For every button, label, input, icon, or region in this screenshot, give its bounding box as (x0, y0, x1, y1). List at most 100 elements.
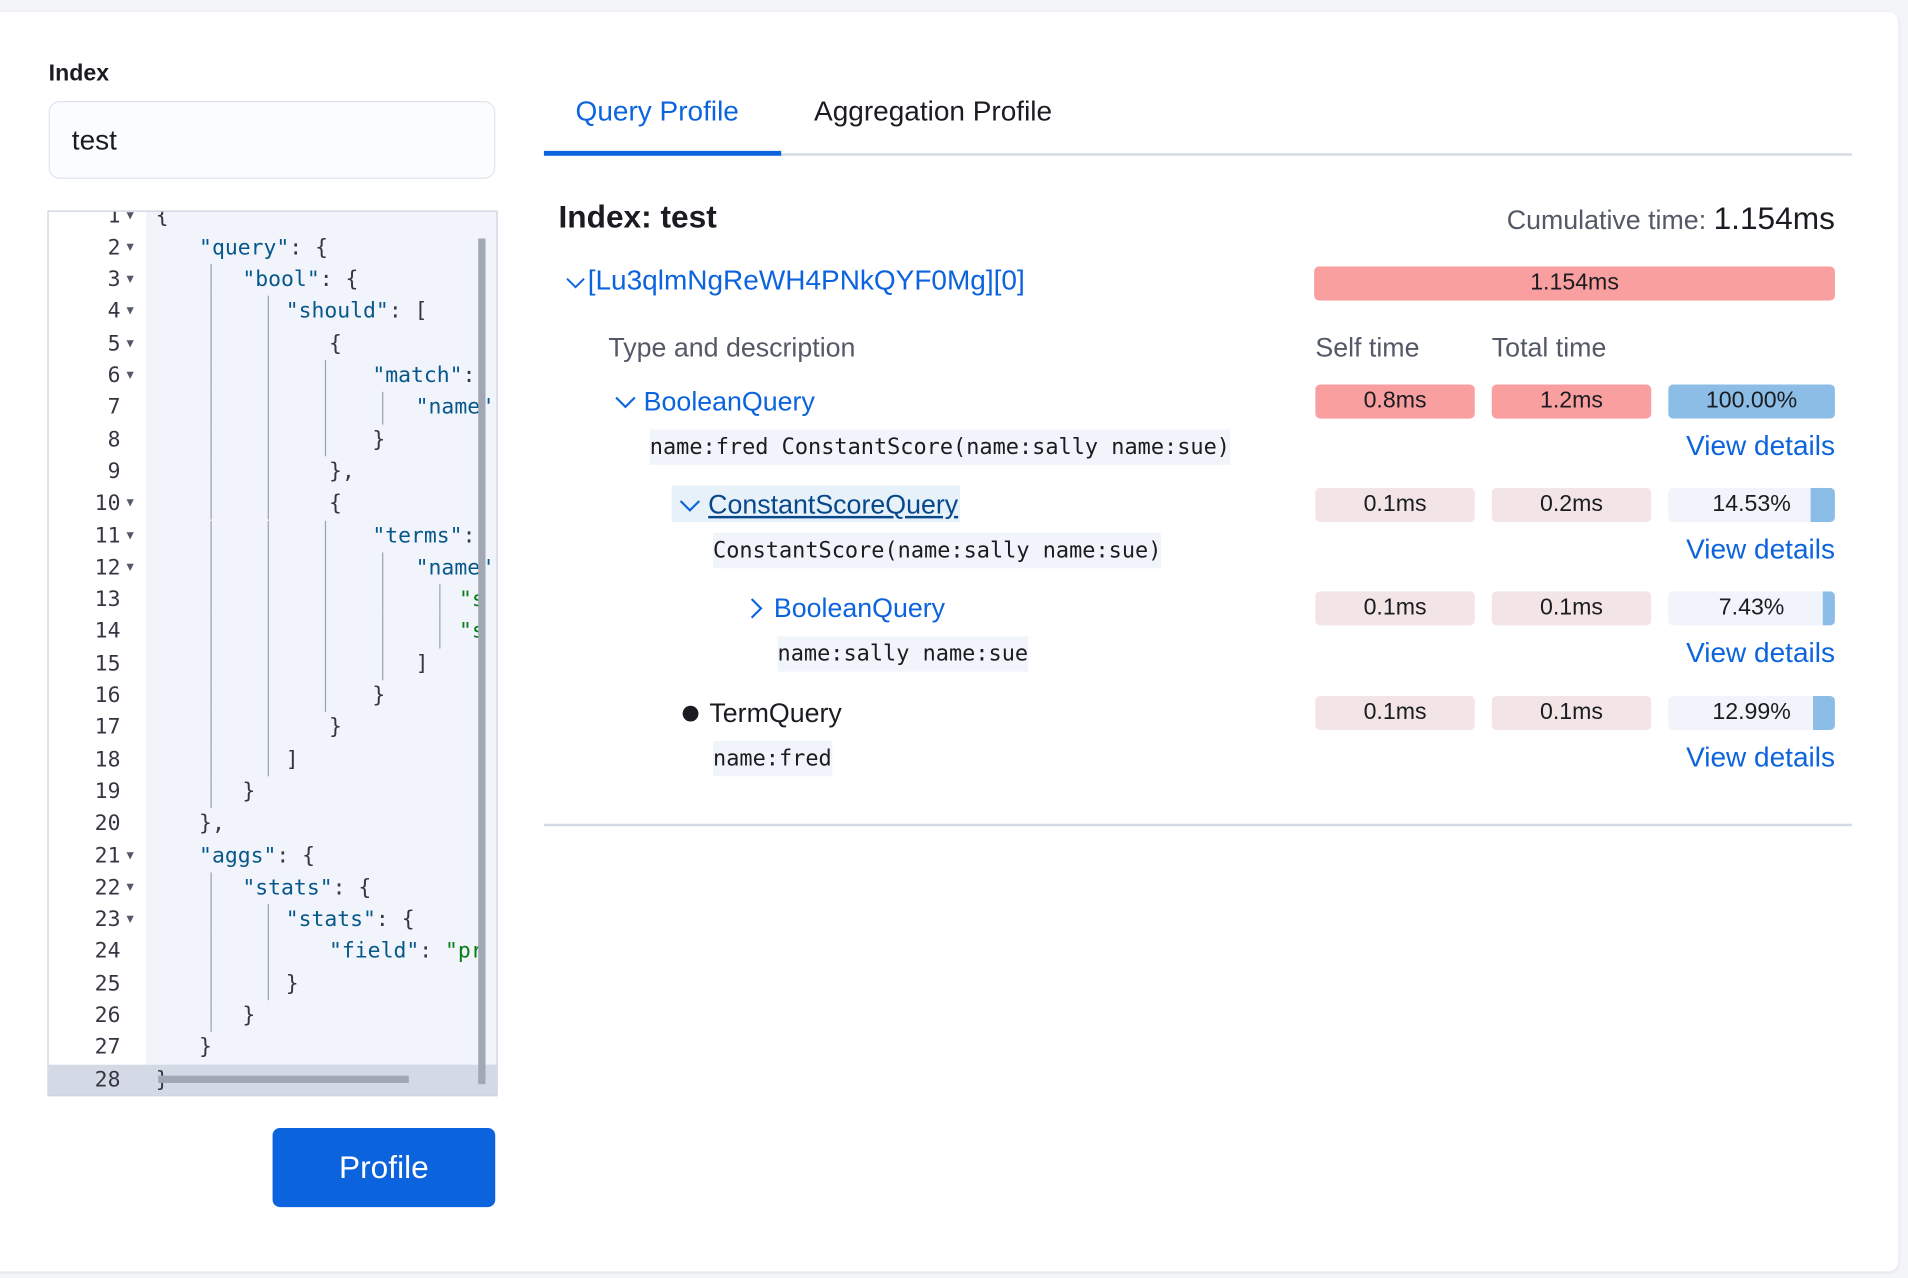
query-node-toggle[interactable]: BooleanQuery (607, 382, 815, 419)
query-editor[interactable]: 1 ▼ {2 ▼ "query": { 3 ▼ "bool": { 4 ▼ "should": [5… (47, 210, 498, 1097)
indent-guide (439, 584, 441, 617)
indent-guide (267, 488, 269, 521)
chevron-down-icon (679, 500, 701, 513)
indent-guide (267, 392, 269, 425)
editor-line[interactable]: 4 ▼ "should": [ (49, 296, 497, 329)
fold-caret-icon[interactable]: ▼ (126, 304, 134, 319)
fold-caret-icon[interactable]: ▼ (126, 496, 134, 511)
fold-caret-icon[interactable]: ▼ (126, 880, 134, 895)
fold-caret-icon[interactable]: ▼ (126, 210, 134, 223)
editor-vertical-scrollbar[interactable] (478, 238, 486, 1085)
code-text: "stats": { (285, 907, 415, 933)
fold-caret-icon[interactable]: ▼ (126, 368, 134, 383)
total-time-cell: 0.1ms (1491, 696, 1652, 731)
editor-line[interactable]: 6 ▼ "match": (49, 360, 497, 393)
view-details-link[interactable]: View details (1686, 429, 1835, 462)
header-type-description: Type and description (608, 332, 856, 363)
fold-caret-icon[interactable]: ▼ (126, 912, 134, 927)
query-type-name[interactable]: ConstantScoreQuery (708, 489, 959, 520)
indent-guide (382, 648, 384, 681)
fold-caret-icon[interactable]: ▼ (126, 336, 134, 351)
fold-caret-icon[interactable]: ▼ (126, 528, 134, 543)
editor-line[interactable]: 16} (49, 680, 497, 713)
line-number: 13 (94, 587, 121, 613)
indent-guide (210, 552, 212, 585)
indent-guide (267, 328, 269, 361)
fold-caret-icon[interactable]: ▼ (126, 560, 134, 575)
view-details-link[interactable]: View details (1686, 636, 1835, 669)
index-input[interactable] (48, 100, 496, 179)
editor-line[interactable]: 14 "s (49, 616, 497, 649)
line-number: 19 (94, 779, 121, 805)
line-number: 20 (94, 811, 121, 837)
line-number: 5 (107, 331, 121, 357)
line-number: 15 (94, 651, 121, 677)
code-text: } (242, 1003, 256, 1029)
editor-line[interactable]: 15] (49, 648, 497, 681)
fold-caret-icon[interactable]: ▼ (126, 848, 134, 863)
code-text: "stats": { (242, 875, 372, 901)
editor-line[interactable]: 13 "s (49, 584, 497, 617)
indent-guide (210, 328, 212, 361)
editor-line[interactable]: 21 ▼ "aggs": { (49, 840, 497, 872)
indent-guide (267, 584, 269, 617)
editor-line[interactable]: 3 ▼ "bool": { (49, 264, 497, 297)
code-text: "aggs": { (199, 843, 316, 869)
query-type-name[interactable]: BooleanQuery (643, 385, 815, 417)
code-text: }, (199, 811, 225, 837)
indent-guide (267, 904, 269, 937)
code-text: }, (329, 459, 355, 485)
tab-aggregation-profile[interactable]: Aggregation Profile (814, 94, 1053, 127)
editor-line[interactable]: 17} (49, 712, 497, 745)
fold-caret-icon[interactable]: ▼ (126, 240, 134, 255)
editor-line[interactable]: 19} (49, 776, 497, 809)
tabs-divider (543, 153, 1852, 156)
query-node-toggle[interactable]: BooleanQuery (737, 589, 945, 626)
editor-line[interactable]: 10 ▼ { (49, 488, 497, 521)
code-text: { (329, 331, 342, 357)
tab-query-profile[interactable]: Query Profile (575, 94, 739, 127)
active-tab-indicator (543, 150, 782, 156)
code-text: } (285, 971, 299, 997)
line-number: 3 (107, 267, 121, 293)
cumulative-time-label: Cumulative time: (1506, 204, 1714, 235)
editor-line[interactable]: 8} (49, 424, 497, 457)
fold-caret-icon[interactable]: ▼ (126, 272, 134, 287)
indent-guide (210, 392, 212, 425)
editor-line[interactable]: 20}, (49, 808, 497, 840)
query-node-toggle[interactable]: ConstantScoreQuery (671, 485, 961, 523)
editor-line[interactable]: 7 "name" (49, 392, 497, 425)
editor-line[interactable]: 2 ▼ "query": { (49, 232, 497, 264)
indent-guide (267, 744, 269, 777)
editor-line[interactable]: 5 ▼ { (49, 328, 497, 361)
code-text: } (329, 715, 342, 741)
line-number: 10 (94, 491, 121, 517)
editor-line[interactable]: 23 ▼ "stats": { (49, 904, 497, 937)
editor-horizontal-scrollbar[interactable] (158, 1075, 409, 1083)
editor-line[interactable]: 26} (49, 1000, 497, 1033)
query-type-name[interactable]: BooleanQuery (773, 592, 946, 624)
editor-line[interactable]: 22 ▼ "stats": { (49, 872, 497, 905)
editor-line[interactable]: 9}, (49, 456, 497, 489)
indent-guide (267, 520, 269, 553)
line-number: 6 (107, 363, 121, 389)
editor-line[interactable]: 24 "field": "pr (49, 936, 497, 969)
editor-line[interactable]: 11 ▼ "terms": (49, 520, 497, 553)
indent-guide (210, 872, 212, 905)
editor-line[interactable]: 1 ▼ { (49, 210, 497, 232)
shard-toggle[interactable]: [Lu3qlmNgReWH4PNkQYF0Mg][0] (563, 264, 1025, 297)
editor-line[interactable]: 25} (49, 968, 497, 1001)
query-description: name:sally name:sue (777, 636, 1029, 672)
view-details-link[interactable]: View details (1686, 741, 1835, 773)
view-details-link[interactable]: View details (1686, 532, 1835, 565)
chevron-down-icon (566, 277, 585, 289)
editor-line[interactable]: 27} (49, 1032, 497, 1064)
indent-guide (267, 360, 269, 393)
editor-line[interactable]: 18] (49, 744, 497, 777)
editor-line[interactable]: 12 ▼ "name" (49, 552, 497, 585)
indent-guide (210, 904, 212, 937)
code-text: "bool": { (242, 267, 359, 293)
indent-guide (210, 712, 212, 745)
indent-guide (210, 616, 212, 649)
profile-button[interactable]: Profile (272, 1127, 496, 1208)
